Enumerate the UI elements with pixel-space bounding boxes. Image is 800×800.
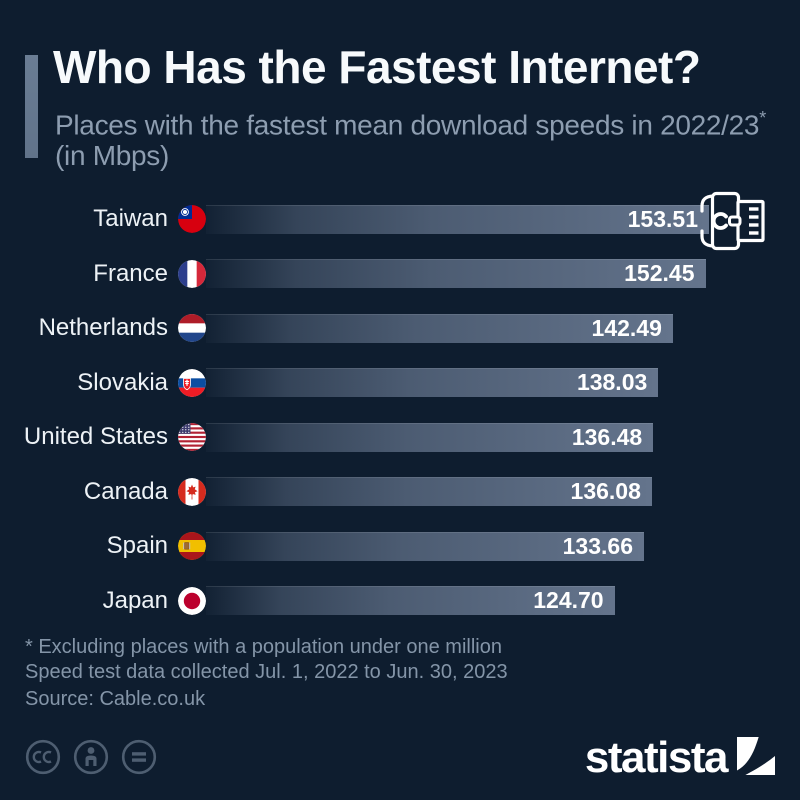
bar-united-states: 136.48 xyxy=(206,422,654,452)
bar-label: Taiwan xyxy=(93,205,168,233)
bar-label: Canada xyxy=(83,477,168,505)
bar-label: Netherlands xyxy=(38,314,168,342)
subtitle-unit: (in Mbps) xyxy=(55,140,169,172)
bar-row: France 152.45 xyxy=(0,247,800,302)
title-accent-bar xyxy=(25,55,38,158)
flag-canada-icon xyxy=(178,477,206,506)
ethernet-plug-icon xyxy=(700,191,765,251)
chart-title: Who Has the Fastest Internet? xyxy=(53,41,701,93)
bar-value: 142.49 xyxy=(591,314,662,341)
bar-row: United States 136.48 xyxy=(0,410,800,465)
bar-value: 153.51 xyxy=(627,205,698,232)
bar-value: 136.08 xyxy=(570,478,641,505)
flag-united-states-icon xyxy=(178,423,206,452)
bar-taiwan: 153.51 xyxy=(206,204,709,234)
statista-logo-mark-icon xyxy=(737,737,775,775)
bar-row: Netherlands 142.49 xyxy=(0,301,800,356)
footnote-marker: * xyxy=(759,108,766,128)
bar-netherlands: 142.49 xyxy=(206,313,673,343)
bar-spain: 133.66 xyxy=(206,531,644,561)
bar-france: 152.45 xyxy=(206,259,706,289)
bar-label: Spain xyxy=(106,532,168,560)
source-line: Source: Cable.co.uk xyxy=(25,688,206,710)
bar-canada: 136.08 xyxy=(206,477,652,507)
flag-taiwan-icon xyxy=(178,205,206,234)
bar-label: Slovakia xyxy=(77,368,168,396)
bar-row: Slovakia 138.03 xyxy=(0,356,800,411)
footnote-line2: Speed test data collected Jul. 1, 2022 t… xyxy=(25,660,508,683)
bar-chart: Taiwan 153.51 France 152.45 Netherlands 142.4… xyxy=(0,192,800,628)
bar-japan: 124.70 xyxy=(206,586,615,616)
bar-value: 133.66 xyxy=(562,532,633,559)
footnote: * Excluding places with a population und… xyxy=(25,635,508,684)
bar-row: Japan 124.70 xyxy=(0,574,800,629)
license-badges xyxy=(25,739,157,775)
statista-logo-text: statista xyxy=(584,733,729,782)
bar-value: 138.03 xyxy=(576,369,648,396)
chart-subtitle: Places with the fastest mean download sp… xyxy=(55,103,766,171)
bar-value: 124.70 xyxy=(533,587,604,614)
bar-label: Japan xyxy=(102,586,168,614)
flag-slovakia-icon xyxy=(178,368,206,397)
attribution-icon xyxy=(73,739,109,775)
bar-value: 152.45 xyxy=(624,260,695,287)
bar-row: Spain 133.66 xyxy=(0,519,800,574)
equals-icon xyxy=(121,739,157,775)
bar-row: Canada 136.08 xyxy=(0,465,800,520)
bar-value: 136.48 xyxy=(571,423,643,450)
bar-label: France xyxy=(93,259,168,287)
flag-netherlands-icon xyxy=(178,314,206,343)
bar-label: United States xyxy=(23,423,168,451)
cc-icon xyxy=(25,739,61,775)
flag-spain-icon xyxy=(178,532,206,561)
bar-row: Taiwan 153.51 xyxy=(0,192,800,247)
subtitle-text: Places with the fastest mean download sp… xyxy=(55,109,760,141)
footnote-line1: * Excluding places with a population und… xyxy=(25,636,502,658)
flag-france-icon xyxy=(178,259,206,288)
flag-japan-icon xyxy=(178,586,206,615)
bar-slovakia: 138.03 xyxy=(206,368,659,398)
